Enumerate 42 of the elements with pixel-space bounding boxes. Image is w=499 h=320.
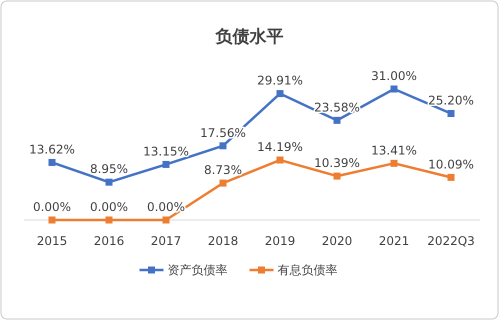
data-label: 31.00%: [371, 69, 417, 83]
point: [106, 178, 112, 186]
point: [162, 160, 170, 168]
x-tick-label: 2016: [94, 234, 124, 248]
data-label: 8.73%: [204, 163, 242, 178]
data-label: 0.00%: [90, 200, 128, 214]
data-label: 0.00%: [32, 200, 72, 214]
data-label: 13.62%: [29, 142, 75, 156]
data-label: 10.09%: [428, 157, 474, 172]
x-tick-label: 2021: [378, 234, 410, 248]
x-tick-label: 2015: [36, 234, 68, 248]
data-label: 14.19%: [257, 140, 303, 154]
point: [448, 174, 454, 181]
data-label: 13.15%: [143, 144, 189, 158]
x-tick-label: 2022Q3: [427, 234, 475, 248]
x-tick-label: 2020: [322, 234, 352, 248]
data-label: 13.41%: [371, 143, 417, 158]
point: [390, 86, 398, 92]
point: [220, 142, 226, 150]
point: [106, 216, 112, 224]
data-label: 8.95%: [90, 162, 128, 176]
point: [48, 158, 56, 166]
point: [334, 172, 340, 180]
chart-title: 负债水平: [214, 27, 284, 47]
x-tick-label: 2018: [208, 234, 238, 248]
data-label: 25.20%: [428, 94, 474, 108]
legend-label: 资产负债率: [168, 263, 228, 277]
data-label: 0.00%: [146, 200, 186, 214]
data-label: 29.91%: [257, 74, 303, 88]
point: [48, 216, 56, 224]
point: [162, 216, 170, 224]
legend-label: 有息负债率: [278, 263, 338, 277]
x-tick-label: 2019: [264, 234, 296, 248]
data-label: 10.39%: [314, 156, 360, 170]
data-label: 23.58%: [314, 100, 360, 114]
x-tick-label: 2017: [150, 234, 182, 248]
point: [334, 116, 340, 124]
point: [448, 110, 454, 118]
point: [276, 90, 284, 98]
point: [220, 180, 226, 187]
point: [276, 156, 284, 164]
point: [390, 160, 398, 167]
